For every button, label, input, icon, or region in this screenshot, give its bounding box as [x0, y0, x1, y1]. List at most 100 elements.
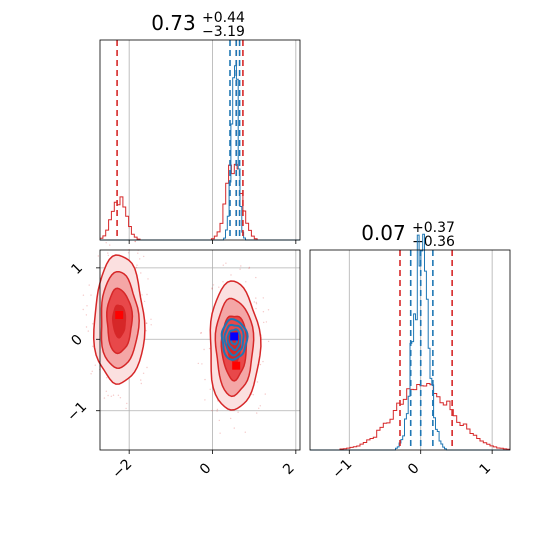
scatter-point — [85, 326, 88, 328]
scatter-point — [259, 405, 261, 407]
scatter-point — [125, 407, 127, 410]
scatter-point — [146, 366, 148, 369]
marker-square-0 — [115, 311, 124, 319]
scatter-point — [142, 372, 145, 374]
scatter-point — [140, 272, 142, 274]
scatter-point — [255, 301, 257, 304]
scatter-point — [219, 432, 221, 434]
scatter-point — [90, 294, 92, 296]
scatter-point — [91, 370, 93, 372]
scatter-point — [233, 427, 235, 429]
scatter-point — [216, 408, 219, 411]
title-y-main: 0.07 — [361, 221, 406, 245]
scatter-point — [139, 258, 141, 260]
scatter-point — [86, 305, 88, 307]
marginal-y-quantile-lines — [399, 250, 453, 450]
scatter-point — [107, 252, 109, 254]
scatter-point — [204, 378, 206, 381]
scatter-point — [88, 284, 90, 286]
scatter-point — [82, 308, 84, 311]
scatter-point — [253, 301, 255, 303]
scatter-point — [97, 255, 100, 257]
scatter-point — [107, 394, 109, 397]
scatter-point — [127, 252, 130, 254]
contour-blue-level-2 — [226, 328, 242, 352]
joint-panel: −2 0 2−101 — [64, 227, 301, 482]
joint-frame — [99, 249, 301, 451]
scatter-point — [264, 393, 266, 395]
marker-square-2 — [230, 332, 239, 341]
scatter-point — [119, 397, 122, 399]
scatter-point — [90, 373, 92, 375]
scatter-point — [92, 345, 94, 347]
scatter-point — [265, 321, 268, 323]
scatter-point — [230, 274, 232, 276]
scatter-point — [112, 394, 115, 396]
scatter-point — [85, 314, 88, 316]
scatter-point — [150, 324, 152, 326]
scatter-point — [262, 311, 265, 313]
scatter-point — [256, 412, 258, 414]
title-y-sub: −0.36 — [412, 234, 455, 250]
scatter-point — [82, 294, 85, 296]
title-y-marginal: 0.07 +0.37 −0.36 — [361, 217, 460, 250]
scatter-point — [109, 244, 111, 246]
scatter-point — [211, 409, 213, 412]
scatter-point — [262, 297, 264, 299]
title-x-sup: +0.44 — [202, 10, 245, 26]
marginal-x-frame — [99, 39, 301, 241]
scatter-point — [255, 297, 257, 299]
scatter-point — [200, 332, 202, 334]
scatter-point — [230, 417, 232, 420]
scatter-point — [197, 362, 199, 365]
scatter-point — [117, 394, 120, 396]
scatter-point — [245, 281, 247, 283]
scatter-point — [107, 254, 110, 257]
scatter-point — [262, 360, 264, 363]
scatter-point — [218, 286, 220, 288]
marker-square-1 — [232, 361, 241, 370]
scatter-point — [258, 407, 260, 409]
scatter-point — [140, 379, 142, 381]
scatter-point — [94, 364, 97, 366]
scatter-point — [143, 300, 146, 303]
scatter-point — [211, 288, 213, 290]
scatter-point — [218, 419, 220, 422]
scatter-point — [106, 377, 108, 379]
scatter-point — [128, 227, 130, 229]
scatter-point — [105, 242, 107, 244]
marginal-x-quantile-lines — [116, 40, 244, 240]
marginal-x-grid — [128, 40, 297, 240]
scatter-point — [87, 330, 90, 332]
scatter-point — [103, 397, 106, 399]
scatter-point — [239, 268, 241, 270]
scatter-point — [137, 252, 139, 254]
scatter-point — [259, 363, 262, 366]
marginal-x-ticks — [128, 240, 297, 244]
scatter-point — [267, 340, 270, 343]
scatter-point — [146, 293, 148, 296]
title-x-marginal: 0.73 +0.44 −3.19 — [151, 7, 250, 40]
scatter-point — [203, 348, 205, 351]
scatter-point — [140, 382, 142, 385]
scatter-point — [222, 281, 224, 283]
scatter-point — [201, 363, 203, 365]
scatter-point — [146, 322, 148, 324]
scatter-point — [263, 321, 265, 324]
scatter-point — [136, 264, 138, 266]
scatter-point — [105, 390, 108, 392]
scatter-point — [248, 266, 251, 269]
scatter-point — [141, 294, 143, 296]
scatter-point — [255, 276, 257, 279]
scatter-point — [222, 264, 224, 266]
scatter-point — [145, 322, 148, 324]
scatter-point — [252, 394, 254, 396]
scatter-point — [216, 410, 218, 412]
title-x-sub: −3.19 — [202, 24, 245, 40]
scatter-point — [110, 395, 113, 397]
scatter-point — [92, 323, 94, 325]
joint-markers — [115, 311, 241, 370]
scatter-point — [255, 307, 257, 310]
